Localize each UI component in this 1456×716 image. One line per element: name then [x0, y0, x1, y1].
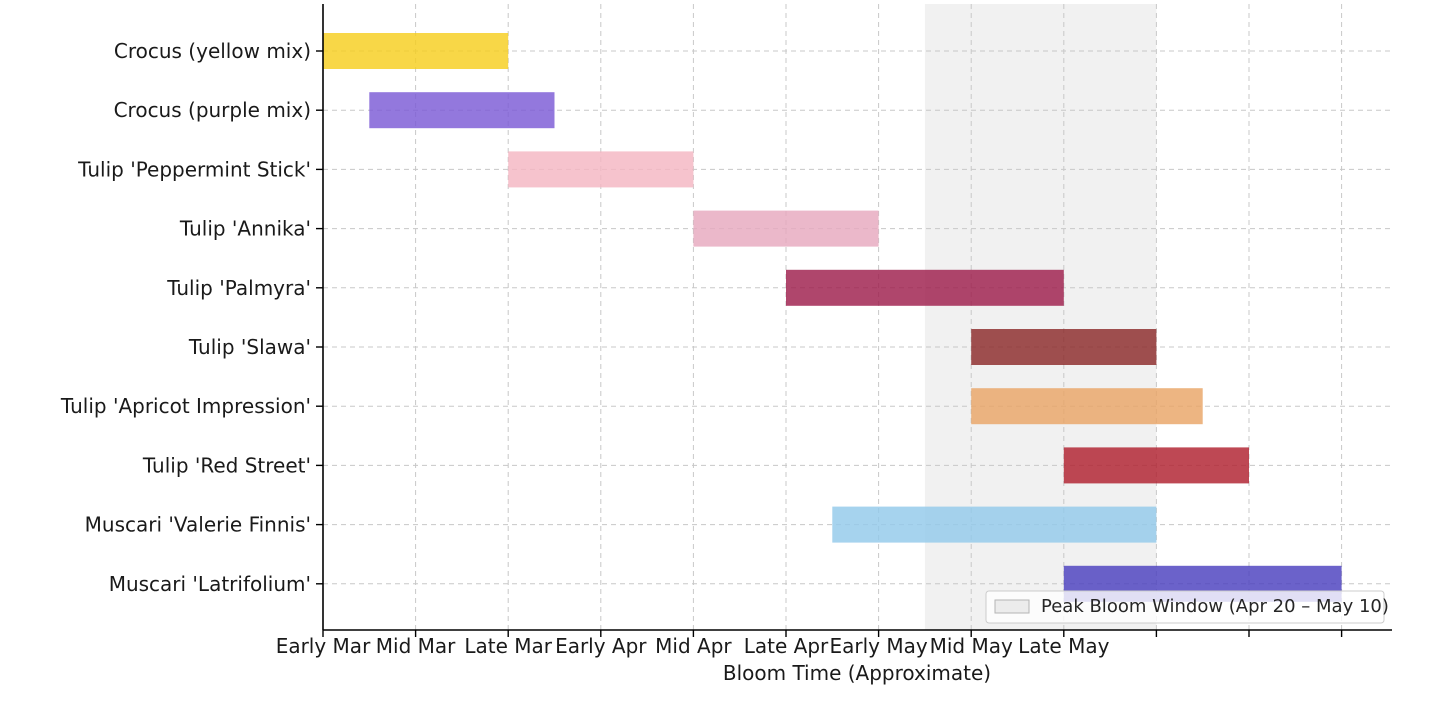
y-tick-label: Crocus (purple mix) [114, 98, 311, 122]
bar-2 [369, 92, 555, 129]
x-tick-label: Mid Apr [655, 634, 732, 658]
y-tick-label: Tulip 'Red Street' [142, 453, 311, 477]
x-tick-label: Early Apr [555, 634, 647, 658]
x-axis-title: Bloom Time (Approximate) [723, 661, 991, 685]
legend: Peak Bloom Window (Apr 20 – May 10) [985, 590, 1389, 624]
bar-7 [971, 388, 1203, 425]
bar-5 [786, 269, 1064, 306]
y-tick-label: Tulip 'Peppermint Stick' [77, 157, 311, 181]
bar-3 [508, 151, 694, 188]
bar-9 [832, 506, 1157, 543]
y-tick-label: Muscari 'Latrifolium' [109, 572, 311, 596]
legend-box [985, 590, 1385, 624]
x-tick-label: Late May [1018, 634, 1109, 658]
x-tick-label: Early May [829, 634, 927, 658]
x-tick-label: Late Mar [464, 634, 552, 658]
x-tick-label: Early Mar [276, 634, 371, 658]
y-tick-label: Tulip 'Slawa' [188, 335, 311, 359]
bar-1 [323, 33, 509, 69]
x-tick-label: Mid Mar [376, 634, 456, 658]
bar-4 [693, 210, 879, 247]
y-tick-label: Tulip 'Palmyra' [166, 276, 311, 300]
bar-8 [1063, 447, 1249, 484]
x-tick-label: Late Apr [744, 634, 829, 658]
y-tick-label: Muscari 'Valerie Finnis' [85, 513, 311, 537]
x-tick-label: Mid May [930, 634, 1013, 658]
y-tick-label: Crocus (yellow mix) [114, 39, 311, 63]
legend-label-peak-window: Peak Bloom Window (Apr 20 – May 10) [1041, 596, 1389, 617]
y-tick-label: Tulip 'Apricot Impression' [60, 394, 311, 418]
legend-swatch-peak-window [994, 599, 1030, 614]
bar-6 [971, 329, 1157, 365]
y-tick-label: Tulip 'Annika' [179, 217, 311, 241]
